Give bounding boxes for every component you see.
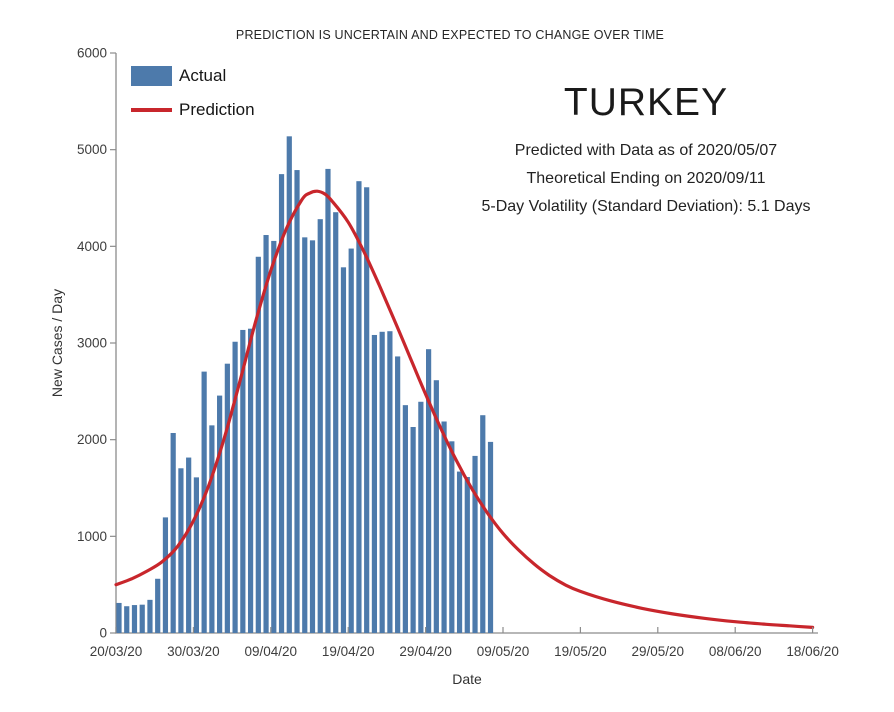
actual-bar — [240, 329, 246, 633]
actual-bar — [395, 356, 401, 633]
legend-actual-label: Actual — [179, 66, 227, 85]
actual-bar — [487, 441, 494, 633]
actual-bar — [124, 606, 130, 633]
actual-bar — [193, 477, 199, 633]
actual-bar — [379, 331, 385, 633]
annotation-line-1: Predicted with Data as of 2020/05/07 — [514, 142, 778, 159]
actual-bar — [456, 471, 463, 633]
actual-bar — [186, 457, 192, 633]
actual-bar — [364, 187, 370, 633]
y-tick-label: 6000 — [77, 46, 107, 61]
actual-bar — [162, 517, 169, 633]
actual-bar — [232, 341, 238, 633]
actual-bar — [116, 602, 122, 633]
actual-bar — [472, 455, 478, 633]
actual-bar — [402, 405, 408, 633]
actual-bar — [278, 174, 285, 633]
annotation-block: TURKEY Predicted with Data as of 2020/05… — [396, 80, 894, 221]
actual-bar — [209, 425, 215, 633]
x-tick-label: 30/03/20 — [167, 644, 220, 659]
actual-bar — [325, 168, 331, 634]
actual-bar — [340, 267, 347, 633]
y-tick-label: 2000 — [77, 432, 107, 447]
y-tick-label: 1000 — [77, 529, 107, 544]
actual-bar — [247, 328, 254, 633]
actual-bar — [286, 136, 292, 633]
actual-bar — [441, 421, 447, 633]
actual-bar — [356, 181, 362, 633]
actual-bar — [433, 380, 439, 633]
actual-bar — [155, 578, 161, 633]
x-tick-label: 19/05/20 — [554, 644, 607, 659]
x-tick-label: 09/04/20 — [245, 644, 298, 659]
actual-bar — [170, 432, 176, 633]
actual-bar — [255, 256, 261, 633]
actual-bar — [426, 349, 432, 633]
x-tick-label: 08/06/20 — [709, 644, 762, 659]
actual-bar — [480, 415, 486, 633]
actual-bar — [333, 212, 339, 633]
legend-item-prediction: Prediction — [131, 98, 255, 122]
y-axis-title: New Cases / Day — [49, 289, 65, 397]
y-tick-label: 0 — [99, 626, 107, 641]
actual-bar — [309, 240, 316, 633]
actual-bar — [178, 468, 184, 633]
prediction-curve — [114, 189, 815, 629]
actual-bar — [371, 334, 378, 633]
legend: Actual Prediction — [131, 64, 255, 132]
actual-bar — [317, 219, 323, 634]
legend-actual-swatch — [131, 66, 172, 86]
x-tick-label: 20/03/20 — [90, 644, 143, 659]
actual-bar — [131, 605, 138, 633]
actual-bar — [410, 427, 416, 633]
x-tick-label: 29/05/20 — [632, 644, 685, 659]
x-tick-label: 29/04/20 — [399, 644, 452, 659]
actual-bar — [224, 363, 230, 633]
actual-bar — [139, 604, 145, 633]
y-tick-label: 4000 — [77, 239, 107, 254]
actual-bar — [263, 235, 269, 634]
actual-bar — [464, 476, 470, 633]
actual-bar — [302, 237, 308, 634]
legend-prediction-swatch — [131, 108, 172, 112]
legend-item-actual: Actual — [131, 64, 255, 88]
y-tick-label: 3000 — [77, 336, 107, 351]
actual-bar — [418, 401, 424, 633]
chart-title: PREDICTION IS UNCERTAIN AND EXPECTED TO … — [235, 28, 665, 42]
annotation-line-3: 5-Day Volatility (Standard Deviation): 5… — [481, 198, 811, 215]
actual-bar — [271, 240, 277, 634]
actual-bar — [217, 395, 223, 633]
x-tick-label: 18/06/20 — [786, 644, 839, 659]
actual-bar — [201, 371, 207, 633]
x-tick-label: 09/05/20 — [477, 644, 530, 659]
x-tick-label: 19/04/20 — [322, 644, 375, 659]
actual-bar — [348, 248, 354, 633]
actual-bar — [449, 441, 455, 633]
actual-bar — [294, 170, 300, 633]
country-title: TURKEY — [563, 81, 729, 124]
actual-bar — [147, 599, 153, 633]
actual-bar — [387, 331, 393, 633]
legend-prediction-label: Prediction — [179, 100, 255, 119]
annotation-line-2: Theoretical Ending on 2020/09/11 — [526, 170, 766, 187]
y-tick-label: 5000 — [77, 142, 107, 157]
x-axis-title: Date — [452, 671, 482, 687]
